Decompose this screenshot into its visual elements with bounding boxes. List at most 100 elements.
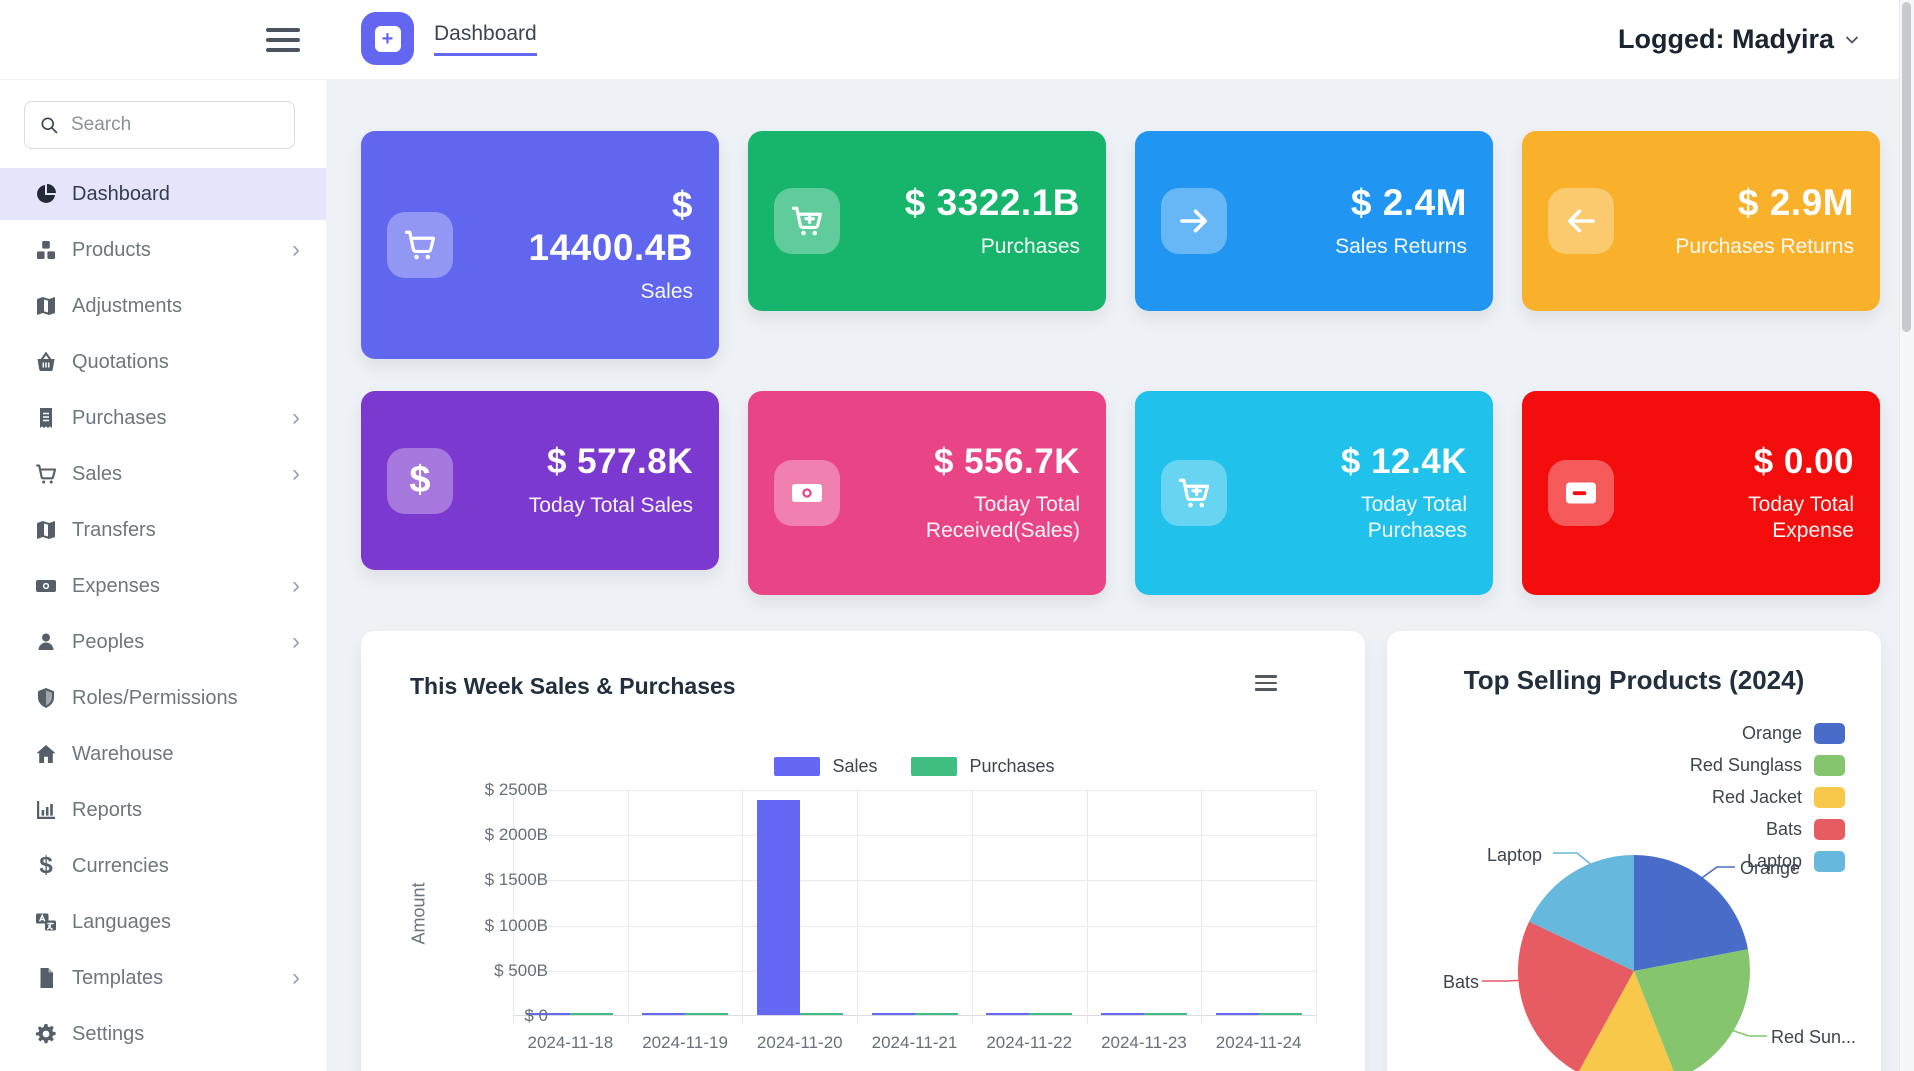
home-icon bbox=[34, 742, 58, 766]
banknote-icon bbox=[774, 460, 840, 526]
bar-chart-icon bbox=[34, 798, 58, 822]
stat-card-value: $ 2.9M bbox=[1737, 181, 1854, 223]
breadcrumb-badge[interactable]: + bbox=[361, 12, 414, 65]
sidebar-item-products[interactable]: Products › bbox=[0, 224, 326, 276]
legend-label: Sales bbox=[832, 756, 878, 776]
y-tick-label: $ 2000B bbox=[484, 825, 548, 845]
bar-purchases-2024-11-22 bbox=[1029, 1013, 1073, 1015]
dollar-text-icon: $ bbox=[39, 852, 53, 879]
main-content: $14400.4B Sales $ 3322.1B Purchases $ 2.4M Sa… bbox=[326, 79, 1900, 1071]
bar-sales-2024-11-21 bbox=[871, 1013, 915, 1015]
person-icon bbox=[34, 630, 58, 654]
stat-card-purchases: $ 3322.1B Purchases bbox=[748, 131, 1106, 311]
search-input[interactable] bbox=[69, 113, 280, 137]
sidebar-item-sales[interactable]: Sales › bbox=[0, 448, 326, 500]
sidebar-item-label: Warehouse bbox=[72, 742, 174, 765]
stat-card-value: $ 2.4M bbox=[1350, 181, 1467, 223]
legend-swatch bbox=[774, 757, 821, 776]
breadcrumb-label[interactable]: Dashboard bbox=[434, 22, 537, 56]
card-icon bbox=[1548, 460, 1614, 526]
sidebar-item-settings[interactable]: Settings bbox=[0, 1008, 326, 1060]
sidebar-item-label: Currencies bbox=[72, 854, 169, 877]
stat-cards-row-2: $ $ 577.8K Today Total Sales $ 556.7K Today … bbox=[361, 391, 1880, 595]
pie-legend-item-bats[interactable]: Bats bbox=[1766, 819, 1845, 840]
bar-purchases-2024-11-23 bbox=[1143, 1013, 1187, 1015]
file-icon bbox=[34, 966, 58, 990]
scrollbar-thumb[interactable] bbox=[1902, 2, 1911, 332]
pie-callout-line bbox=[1727, 1028, 1767, 1037]
user-menu[interactable]: Logged: Madyira bbox=[1618, 0, 1860, 79]
stat-card-value: $14400.4B bbox=[528, 184, 693, 268]
arrow-right-icon bbox=[1161, 188, 1227, 254]
bar-chart-plot bbox=[513, 790, 1317, 1024]
legend-item-sales[interactable]: Sales bbox=[774, 756, 877, 777]
sidebar-item-warehouse[interactable]: Warehouse bbox=[0, 728, 326, 780]
legend-label: Purchases bbox=[969, 756, 1055, 776]
sidebar-item-reports[interactable]: Reports bbox=[0, 784, 326, 836]
stat-card-value: $ 3322.1B bbox=[904, 181, 1080, 223]
sidebar-item-templates[interactable]: Templates › bbox=[0, 952, 326, 1004]
bar-chart-legend: Sales Purchases bbox=[513, 756, 1316, 777]
sidebar-item-label: Purchases bbox=[72, 406, 167, 429]
boxes-icon bbox=[34, 238, 58, 262]
bar-sales-2024-11-20 bbox=[756, 799, 800, 1015]
cart-plus-icon bbox=[774, 188, 840, 254]
y-tick-label: $ 1500B bbox=[484, 870, 548, 890]
stat-card-label: Today Total Expense bbox=[1748, 492, 1854, 543]
sidebar-menu: Dashboard Products › Adjustments Quotations P… bbox=[0, 168, 326, 1064]
y-tick-label: $ 1000B bbox=[484, 915, 548, 935]
sidebar-item-label: Sales bbox=[72, 462, 123, 485]
gear-icon bbox=[34, 1022, 58, 1046]
pie-chart-legend: Orange Red Sunglass Red Jacket Bats Laptop bbox=[1690, 723, 1845, 872]
sidebar-item-purchases[interactable]: Purchases › bbox=[0, 392, 326, 444]
pie-legend-label: Laptop bbox=[1746, 851, 1802, 871]
bar-purchases-2024-11-20 bbox=[799, 1013, 843, 1015]
chevron-down-icon bbox=[1846, 36, 1858, 43]
stat-card-value: $ 556.7K bbox=[933, 441, 1080, 481]
sidebar-item-quotations[interactable]: Quotations bbox=[0, 336, 326, 388]
stat-card-label: Today Total Purchases bbox=[1361, 492, 1467, 543]
top-bar: + Dashboard Logged: Madyira bbox=[0, 0, 1900, 80]
pie-callout-orange: Orange bbox=[1740, 858, 1801, 878]
sidebar-item-adjustments[interactable]: Adjustments bbox=[0, 280, 326, 332]
sidebar-item-dashboard[interactable]: Dashboard bbox=[0, 168, 326, 220]
y-tick-label: $ 0 bbox=[524, 1006, 548, 1025]
chevron-right-icon: › bbox=[292, 404, 300, 431]
pie-legend-item-red-jacket[interactable]: Red Jacket bbox=[1712, 787, 1845, 808]
x-tick-label: 2024-11-23 bbox=[1101, 1033, 1187, 1052]
page-scrollbar bbox=[1899, 0, 1914, 1071]
sidebar-item-expenses[interactable]: Expenses › bbox=[0, 560, 326, 612]
pie-legend-item-laptop[interactable]: Laptop bbox=[1747, 851, 1845, 872]
sidebar-item-label: Languages bbox=[72, 910, 171, 933]
stat-card-purchases-returns: $ 2.9M Purchases Returns bbox=[1522, 131, 1880, 311]
bar-sales-2024-11-19 bbox=[642, 1013, 686, 1015]
sidebar-item-label: Adjustments bbox=[72, 294, 183, 317]
sidebar-item-transfers[interactable]: Transfers bbox=[0, 504, 326, 556]
sidebar-item-roles-permissions[interactable]: Roles/Permissions bbox=[0, 672, 326, 724]
stat-card-label: Today Total Sales bbox=[528, 493, 693, 517]
bar-sales-2024-11-22 bbox=[986, 1013, 1030, 1015]
cart-icon bbox=[387, 212, 453, 278]
pie-slice-red-sunglass bbox=[1634, 949, 1750, 1071]
stat-card-sales-returns: $ 2.4M Sales Returns bbox=[1135, 131, 1493, 311]
chart-menu-icon[interactable] bbox=[1255, 675, 1277, 695]
dollar-text-icon: $ bbox=[387, 447, 453, 514]
sidebar-item-languages[interactable]: Languages bbox=[0, 896, 326, 948]
legend-item-purchases[interactable]: Purchases bbox=[911, 756, 1055, 777]
sidebar-toggle-button[interactable] bbox=[266, 26, 300, 54]
pie-legend-item-orange[interactable]: Orange bbox=[1742, 723, 1845, 744]
arrow-left-icon bbox=[1548, 188, 1614, 254]
pie-chart bbox=[1482, 852, 1767, 1071]
sidebar-item-label: Products bbox=[72, 238, 151, 261]
receipt-icon bbox=[34, 406, 58, 430]
translate-icon bbox=[34, 910, 58, 934]
pie-legend-item-red-sunglass[interactable]: Red Sunglass bbox=[1690, 755, 1845, 776]
sidebar-item-peoples[interactable]: Peoples › bbox=[0, 616, 326, 668]
basket-icon bbox=[34, 350, 58, 374]
sidebar-item-currencies[interactable]: $ Currencies bbox=[0, 840, 326, 892]
map-icon bbox=[34, 294, 58, 318]
x-tick-label: 2024-11-24 bbox=[1215, 1033, 1302, 1052]
pie-legend-swatch bbox=[1814, 851, 1845, 872]
pie-slice-bats bbox=[1518, 921, 1634, 1071]
